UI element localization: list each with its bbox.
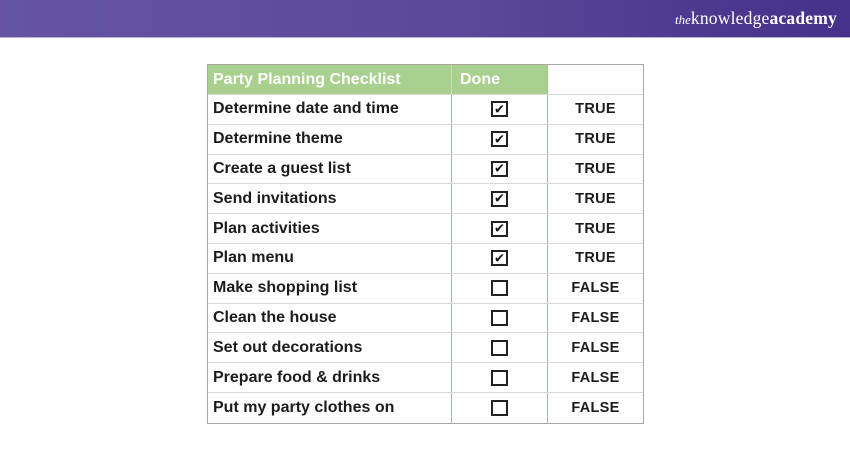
checklist-row: Create a guest list ✔ TRUE — [208, 154, 643, 185]
status-cell: TRUE — [548, 184, 643, 213]
task-label: Send invitations — [213, 189, 337, 207]
checkmark-icon: ✔ — [494, 190, 505, 206]
bool-value: FALSE — [571, 399, 620, 416]
header-cell-done: Done — [452, 65, 548, 94]
task-label: Determine theme — [213, 130, 343, 148]
brand-logo: theknowledgeacademy — [675, 7, 837, 28]
checkbox-cell: ✔ — [452, 214, 548, 243]
brand-logo-prefix: the — [675, 11, 691, 27]
task-cell: Put my party clothes on — [208, 392, 452, 423]
checklist-row: Plan activities ✔ TRUE — [208, 214, 643, 244]
status-cell: FALSE — [548, 333, 643, 362]
bool-value: FALSE — [571, 280, 620, 297]
done-checkbox[interactable]: ✔ — [491, 160, 508, 177]
bool-value: TRUE — [575, 220, 616, 237]
checkbox-cell: ✔ — [452, 95, 548, 124]
checkmark-icon: ✔ — [494, 160, 505, 176]
task-cell: Determine date and time — [208, 95, 452, 124]
checkbox-cell: ✔ — [452, 154, 548, 184]
status-cell: TRUE — [548, 214, 643, 243]
task-label: Prepare food & drinks — [213, 368, 381, 386]
bool-value: TRUE — [575, 250, 616, 267]
task-cell: Plan activities — [208, 214, 452, 243]
checklist-rows: Determine date and time ✔ TRUE Determine… — [208, 95, 643, 423]
task-cell: Make shopping list — [208, 273, 452, 303]
checklist-row: Clean the house ✔ FALSE — [208, 303, 643, 334]
status-cell: TRUE — [548, 95, 643, 124]
bool-value: FALSE — [571, 369, 620, 386]
status-cell: TRUE — [548, 244, 643, 273]
bool-value: FALSE — [571, 339, 620, 356]
checkbox-cell: ✔ — [452, 243, 548, 273]
bool-value: TRUE — [575, 190, 616, 207]
task-label: Determine date and time — [213, 100, 399, 118]
done-checkbox[interactable]: ✔ — [491, 369, 508, 386]
status-cell: FALSE — [548, 304, 643, 333]
checkbox-cell: ✔ — [452, 273, 548, 303]
bool-value: FALSE — [571, 309, 620, 326]
checkmark-icon: ✔ — [494, 131, 505, 147]
done-checkbox[interactable]: ✔ — [491, 280, 508, 297]
checkbox-cell: ✔ — [452, 184, 548, 214]
done-checkbox[interactable]: ✔ — [491, 250, 508, 267]
checkbox-cell: ✔ — [452, 392, 548, 423]
done-checkbox[interactable]: ✔ — [491, 399, 508, 416]
done-checkbox[interactable]: ✔ — [491, 101, 508, 118]
status-cell: FALSE — [548, 274, 643, 303]
brand-logo-name: knowledge — [690, 7, 770, 28]
task-label: Clean the house — [213, 308, 337, 326]
header-cell-title: Party Planning Checklist — [208, 65, 452, 94]
checkmark-icon: ✔ — [494, 250, 505, 266]
task-cell: Create a guest list — [208, 154, 452, 184]
checklist-row: Prepare food & drinks ✔ FALSE — [208, 363, 643, 393]
done-checkbox[interactable]: ✔ — [491, 131, 508, 148]
checkbox-cell: ✔ — [452, 303, 548, 333]
checklist-header-row: Party Planning Checklist Done — [208, 65, 643, 95]
done-column-label: Done — [460, 70, 500, 88]
task-label: Put my party clothes on — [213, 398, 395, 416]
done-checkbox[interactable]: ✔ — [491, 190, 508, 207]
task-label: Plan menu — [213, 249, 294, 267]
checkmark-icon: ✔ — [494, 101, 505, 117]
task-cell: Determine theme — [208, 124, 452, 154]
status-cell: TRUE — [548, 125, 643, 154]
done-checkbox[interactable]: ✔ — [491, 220, 508, 237]
status-cell: FALSE — [548, 393, 643, 423]
checklist-row: Set out decorations ✔ FALSE — [208, 333, 643, 364]
status-cell: TRUE — [548, 155, 643, 184]
task-cell: Send invitations — [208, 184, 452, 214]
task-label: Create a guest list — [213, 159, 351, 177]
checkbox-cell: ✔ — [452, 124, 548, 154]
bool-value: TRUE — [575, 101, 616, 118]
task-label: Make shopping list — [213, 279, 358, 297]
checklist-row: Determine theme ✔ TRUE — [208, 124, 643, 155]
checklist-row: Put my party clothes on ✔ FALSE — [208, 392, 643, 423]
status-cell: FALSE — [548, 363, 643, 392]
brand-header-bar: theknowledgeacademy — [0, 0, 850, 38]
bool-value: TRUE — [575, 160, 616, 177]
brand-logo-name-bold: academy — [769, 7, 837, 28]
checklist-row: Determine date and time ✔ TRUE — [208, 95, 643, 125]
done-checkbox[interactable]: ✔ — [491, 309, 508, 326]
task-cell: Prepare food & drinks — [208, 363, 452, 392]
checkmark-icon: ✔ — [494, 220, 505, 236]
task-cell: Plan menu — [208, 243, 452, 273]
party-checklist-table: Party Planning Checklist Done Determine … — [207, 64, 644, 424]
task-cell: Clean the house — [208, 303, 452, 333]
bool-value: TRUE — [575, 131, 616, 148]
task-label: Set out decorations — [213, 338, 363, 356]
checklist-row: Send invitations ✔ TRUE — [208, 184, 643, 215]
checklist-row: Plan menu ✔ TRUE — [208, 243, 643, 274]
checklist-title: Party Planning Checklist — [213, 70, 401, 88]
header-cell-status — [548, 65, 643, 94]
task-label: Plan activities — [213, 219, 320, 237]
checkbox-cell: ✔ — [452, 333, 548, 363]
checkbox-cell: ✔ — [452, 363, 548, 392]
done-checkbox[interactable]: ✔ — [491, 339, 508, 356]
task-cell: Set out decorations — [208, 333, 452, 363]
checklist-row: Make shopping list ✔ FALSE — [208, 273, 643, 304]
